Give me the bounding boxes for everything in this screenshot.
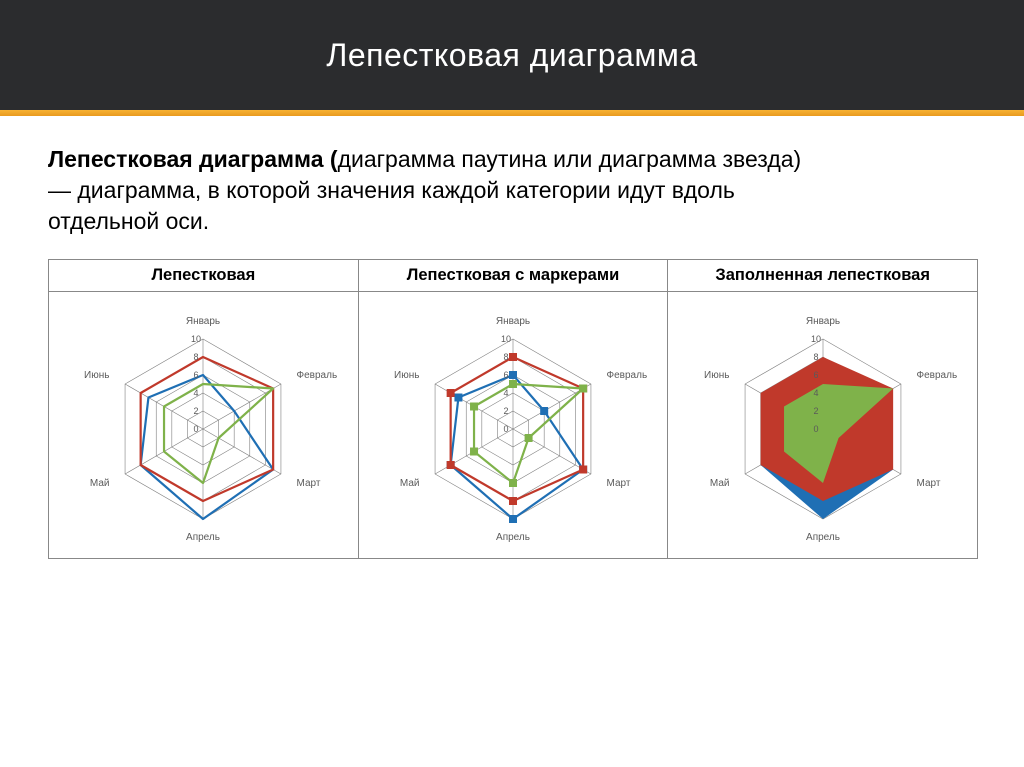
svg-text:2: 2 xyxy=(194,406,199,416)
chart-cell: Заполненная лепестковая 0 2 4 6 8 10 Январь Февр… xyxy=(667,260,977,558)
svg-text:6: 6 xyxy=(194,370,199,380)
svg-text:10: 10 xyxy=(811,334,821,344)
svg-text:4: 4 xyxy=(813,388,818,398)
svg-text:Май: Май xyxy=(400,478,420,489)
svg-text:Май: Май xyxy=(710,478,730,489)
svg-text:2: 2 xyxy=(503,406,508,416)
svg-text:Май: Май xyxy=(90,478,110,489)
svg-text:0: 0 xyxy=(813,424,818,434)
radar-chart: 0 2 4 6 8 10 Январь Февраль Март Апрель Май Июнь xyxy=(668,292,977,558)
svg-text:10: 10 xyxy=(501,334,511,344)
radar-chart: 0 2 4 6 8 10 Январь Февраль Март Апрель Май Июнь xyxy=(359,292,668,558)
svg-text:0: 0 xyxy=(503,424,508,434)
slide-header: Лепестковая диаграмма xyxy=(0,0,1024,110)
svg-text:4: 4 xyxy=(503,388,508,398)
svg-text:8: 8 xyxy=(503,352,508,362)
charts-table: Лепестковая 0 2 4 6 8 10 Январь Февраль Март Апрел… xyxy=(48,259,978,559)
svg-text:6: 6 xyxy=(503,370,508,380)
svg-text:Апрель: Апрель xyxy=(186,532,220,543)
svg-text:Апрель: Апрель xyxy=(496,532,530,543)
svg-text:2: 2 xyxy=(813,406,818,416)
svg-text:4: 4 xyxy=(194,388,199,398)
svg-text:6: 6 xyxy=(813,370,818,380)
svg-text:Июнь: Июнь xyxy=(394,370,419,381)
svg-text:Март: Март xyxy=(607,478,631,489)
svg-text:Январь: Январь xyxy=(186,316,220,327)
chart-cell: Лепестковая с маркерами 0 2 4 6 8 10 Январь Февр… xyxy=(358,260,668,558)
svg-text:Июнь: Июнь xyxy=(84,370,109,381)
slide-content: Лепестковая диаграмма (диаграмма паутина… xyxy=(0,116,1024,569)
svg-text:Январь: Январь xyxy=(496,316,530,327)
chart-title: Лепестковая с маркерами xyxy=(359,260,668,292)
svg-text:0: 0 xyxy=(194,424,199,434)
svg-text:Июнь: Июнь xyxy=(704,370,729,381)
svg-text:Январь: Январь xyxy=(806,316,840,327)
radar-chart: 0 2 4 6 8 10 Январь Февраль Март Апрель Май Июнь xyxy=(49,292,358,558)
svg-text:Март: Март xyxy=(916,478,940,489)
svg-text:8: 8 xyxy=(194,352,199,362)
chart-title: Заполненная лепестковая xyxy=(668,260,977,292)
svg-text:Февраль: Февраль xyxy=(297,370,338,381)
slide-title: Лепестковая диаграмма xyxy=(326,37,697,74)
svg-text:Февраль: Февраль xyxy=(607,370,648,381)
chart-cell: Лепестковая 0 2 4 6 8 10 Январь Февраль Март Апрел… xyxy=(49,260,358,558)
svg-text:Февраль: Февраль xyxy=(916,370,957,381)
svg-text:Март: Март xyxy=(297,478,321,489)
svg-text:Апрель: Апрель xyxy=(806,532,840,543)
description-bold: Лепестковая диаграмма ( xyxy=(48,146,338,172)
description-text: Лепестковая диаграмма (диаграмма паутина… xyxy=(48,144,808,237)
chart-title: Лепестковая xyxy=(49,260,358,292)
svg-text:10: 10 xyxy=(191,334,201,344)
svg-text:8: 8 xyxy=(813,352,818,362)
